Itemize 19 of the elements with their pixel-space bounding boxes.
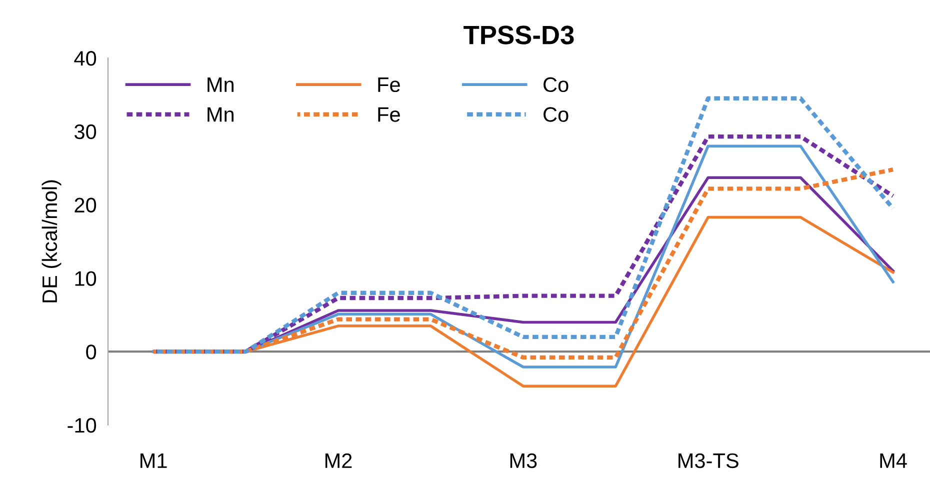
legend-label: Mn: [208, 107, 234, 122]
x-tick-label: M2: [325, 453, 352, 468]
y-tick-label: 0: [86, 344, 96, 360]
legend-label: Fe: [378, 78, 400, 92]
y-axis-title: DE (kcal/mol): [42, 180, 62, 302]
y-tick-label: 10: [75, 271, 96, 286]
y-tick-label: -10: [68, 418, 96, 433]
x-tick-label: M4: [880, 454, 907, 468]
legend-label: Mn: [208, 78, 234, 92]
legend-label: Fe: [378, 107, 400, 122]
x-tick-label: M3-TS: [678, 453, 738, 468]
y-tick-label: 30: [74, 124, 96, 140]
y-tick-label: 40: [74, 51, 96, 66]
chart-title: TPSS-D3: [464, 26, 574, 44]
legend-label: Co: [544, 77, 568, 92]
x-tick-label: M1: [140, 454, 167, 468]
y-tick-label: 20: [74, 198, 96, 213]
legend-label: Co: [544, 107, 568, 122]
x-tick-label: M3: [510, 453, 537, 468]
